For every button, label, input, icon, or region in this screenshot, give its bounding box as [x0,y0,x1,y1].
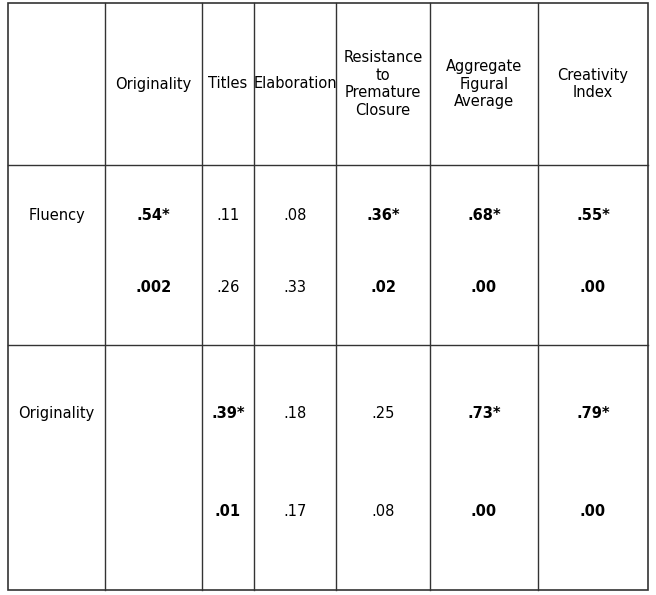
Text: .02: .02 [370,280,396,295]
Text: Elaboration: Elaboration [253,77,337,92]
Text: .08: .08 [283,208,307,223]
Text: .54*: .54* [136,208,171,223]
Text: .01: .01 [215,504,241,519]
Text: Resistance
to
Premature
Closure: Resistance to Premature Closure [343,51,422,118]
Text: .17: .17 [283,504,307,519]
Text: .11: .11 [216,208,239,223]
Text: .79*: .79* [576,406,610,421]
Text: .25: .25 [371,406,395,421]
Text: Aggregate
Figural
Average: Aggregate Figural Average [446,59,522,109]
Text: Fluency: Fluency [28,208,85,223]
Text: .39*: .39* [211,406,245,421]
Text: Originality: Originality [115,77,192,92]
Text: .00: .00 [471,280,497,295]
Text: .55*: .55* [576,208,610,223]
Text: .00: .00 [580,280,606,295]
Text: .002: .002 [135,280,172,295]
Text: .36*: .36* [366,208,400,223]
Text: .73*: .73* [467,406,501,421]
Text: .00: .00 [471,504,497,519]
Text: .00: .00 [580,504,606,519]
Text: Creativity
Index: Creativity Index [558,68,628,100]
Text: .26: .26 [216,280,239,295]
Text: .33: .33 [283,280,306,295]
Text: Titles: Titles [209,77,247,92]
Text: .68*: .68* [467,208,501,223]
Text: .08: .08 [371,504,395,519]
Text: .18: .18 [283,406,306,421]
Text: Originality: Originality [18,406,94,421]
